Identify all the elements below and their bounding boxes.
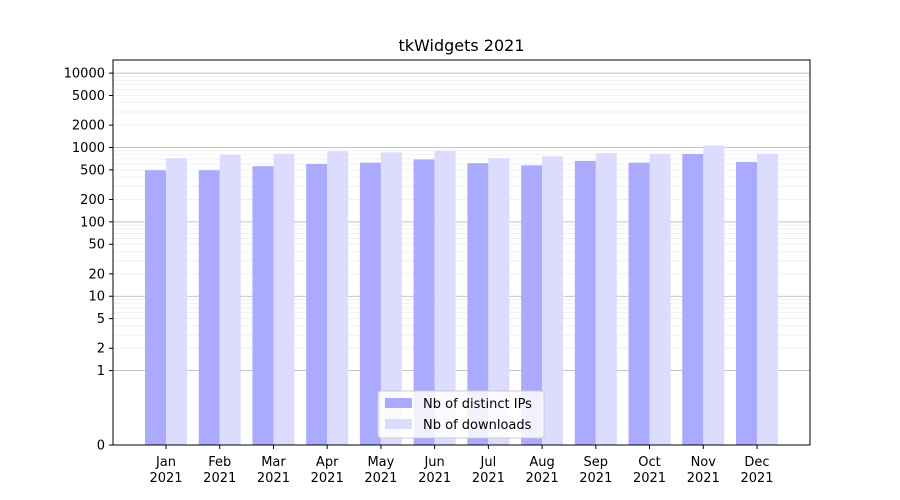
x-tick-label: Jul 2021 [472, 455, 505, 486]
bar-downloads [166, 158, 187, 445]
chart-title: tkWidgets 2021 [398, 36, 524, 55]
legend-swatch-distinct-ips [385, 398, 412, 408]
bar-distinct-ips [521, 165, 543, 445]
y-tick-label: 2000 [72, 119, 105, 134]
bar-downloads [273, 153, 295, 445]
x-axis-ticks: Jan 2021 Feb 2021 Mar 2021 Apr 2021 May 2021 Jun 20… [149, 445, 774, 486]
bar-distinct-ips [252, 166, 274, 446]
y-tick-label: 20 [88, 267, 105, 282]
x-tick-label: Oct 2021 [633, 455, 666, 486]
legend-label-downloads: Nb of downloads [423, 418, 532, 433]
bar-downloads [327, 151, 349, 445]
y-axis-ticks: 0 1 2 5 10 20 50 100 200 500 1000 2000 5000 10000 [64, 67, 113, 454]
bar-distinct-ips [628, 162, 650, 445]
bar-downloads [595, 153, 617, 445]
axes [112, 59, 811, 446]
plot-frame [112, 59, 811, 446]
x-tick-label: Jun 2021 [418, 455, 451, 486]
y-tick-label: 50 [88, 238, 105, 253]
bar-distinct-ips [306, 163, 328, 445]
y-tick-label: 10 [88, 290, 105, 305]
x-tick-label: Mar 2021 [257, 455, 290, 486]
y-tick-label: 1 [97, 364, 105, 379]
y-tick-label: 5000 [72, 89, 105, 104]
x-tick-label: Sep 2021 [579, 455, 612, 486]
legend-label-distinct-ips: Nb of distinct IPs [423, 397, 532, 412]
bar-downloads [434, 150, 456, 446]
bar-downloads [542, 156, 564, 446]
y-tick-label: 5 [97, 312, 105, 327]
legend: Nb of distinct IPs Nb of downloads [377, 390, 545, 439]
legend-swatch-downloads [385, 419, 412, 429]
bar-downloads [757, 153, 778, 445]
y-tick-label: 0 [97, 439, 105, 454]
x-tick-label: Aug 2021 [526, 455, 559, 486]
bar-distinct-ips [682, 153, 704, 445]
bar-distinct-ips [145, 170, 166, 445]
y-tick-label: 10000 [64, 67, 105, 82]
x-tick-label: Feb 2021 [203, 455, 236, 486]
bar-distinct-ips [198, 170, 220, 445]
bars [145, 145, 778, 446]
y-tick-label: 500 [80, 163, 105, 178]
y-tick-label: 2 [97, 342, 105, 357]
bar-distinct-ips [574, 160, 596, 445]
legend-frame [377, 390, 545, 439]
bar-downloads [219, 154, 241, 445]
bar-distinct-ips [359, 162, 381, 445]
bar-downloads [488, 158, 510, 445]
x-tick-label: Nov 2021 [687, 455, 720, 486]
x-tick-label: Jan 2021 [149, 455, 182, 486]
x-tick-label: May 2021 [364, 455, 397, 486]
y-tick-label: 1000 [72, 141, 105, 156]
bar-downloads [703, 145, 725, 445]
bar-downloads [649, 153, 671, 445]
x-tick-label: Apr 2021 [311, 455, 344, 486]
y-tick-label: 100 [80, 215, 105, 230]
y-tick-label: 200 [80, 193, 105, 208]
bar-distinct-ips [413, 159, 435, 446]
bar-distinct-ips [736, 161, 757, 445]
bar-downloads [380, 152, 402, 446]
x-tick-label: Dec 2021 [740, 455, 773, 486]
bar-distinct-ips [467, 163, 489, 445]
